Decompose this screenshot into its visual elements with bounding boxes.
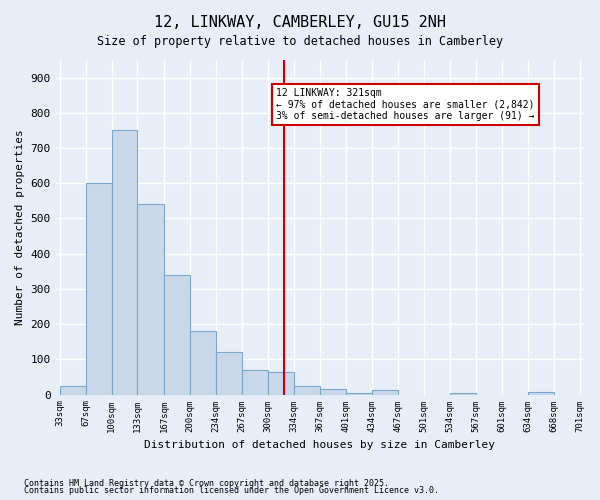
Bar	[164, 275, 190, 394]
Bar	[216, 352, 242, 395]
Text: 12, LINKWAY, CAMBERLEY, GU15 2NH: 12, LINKWAY, CAMBERLEY, GU15 2NH	[154, 15, 446, 30]
Bar	[528, 392, 554, 394]
Bar	[112, 130, 137, 394]
Bar	[320, 390, 346, 394]
Bar	[268, 372, 294, 394]
Text: 12 LINKWAY: 321sqm
← 97% of detached houses are smaller (2,842)
3% of semi-detac: 12 LINKWAY: 321sqm ← 97% of detached hou…	[276, 88, 535, 122]
Text: Contains HM Land Registry data © Crown copyright and database right 2025.: Contains HM Land Registry data © Crown c…	[24, 478, 389, 488]
Bar	[86, 184, 112, 394]
Bar	[372, 390, 398, 394]
Text: Size of property relative to detached houses in Camberley: Size of property relative to detached ho…	[97, 35, 503, 48]
Bar	[450, 393, 476, 394]
Text: Contains public sector information licensed under the Open Government Licence v3: Contains public sector information licen…	[24, 486, 439, 495]
Bar	[294, 386, 320, 394]
Y-axis label: Number of detached properties: Number of detached properties	[15, 130, 25, 325]
Bar	[346, 393, 372, 394]
Bar	[190, 331, 216, 394]
Bar	[137, 204, 164, 394]
X-axis label: Distribution of detached houses by size in Camberley: Distribution of detached houses by size …	[144, 440, 495, 450]
Bar	[242, 370, 268, 394]
Bar	[59, 386, 86, 394]
